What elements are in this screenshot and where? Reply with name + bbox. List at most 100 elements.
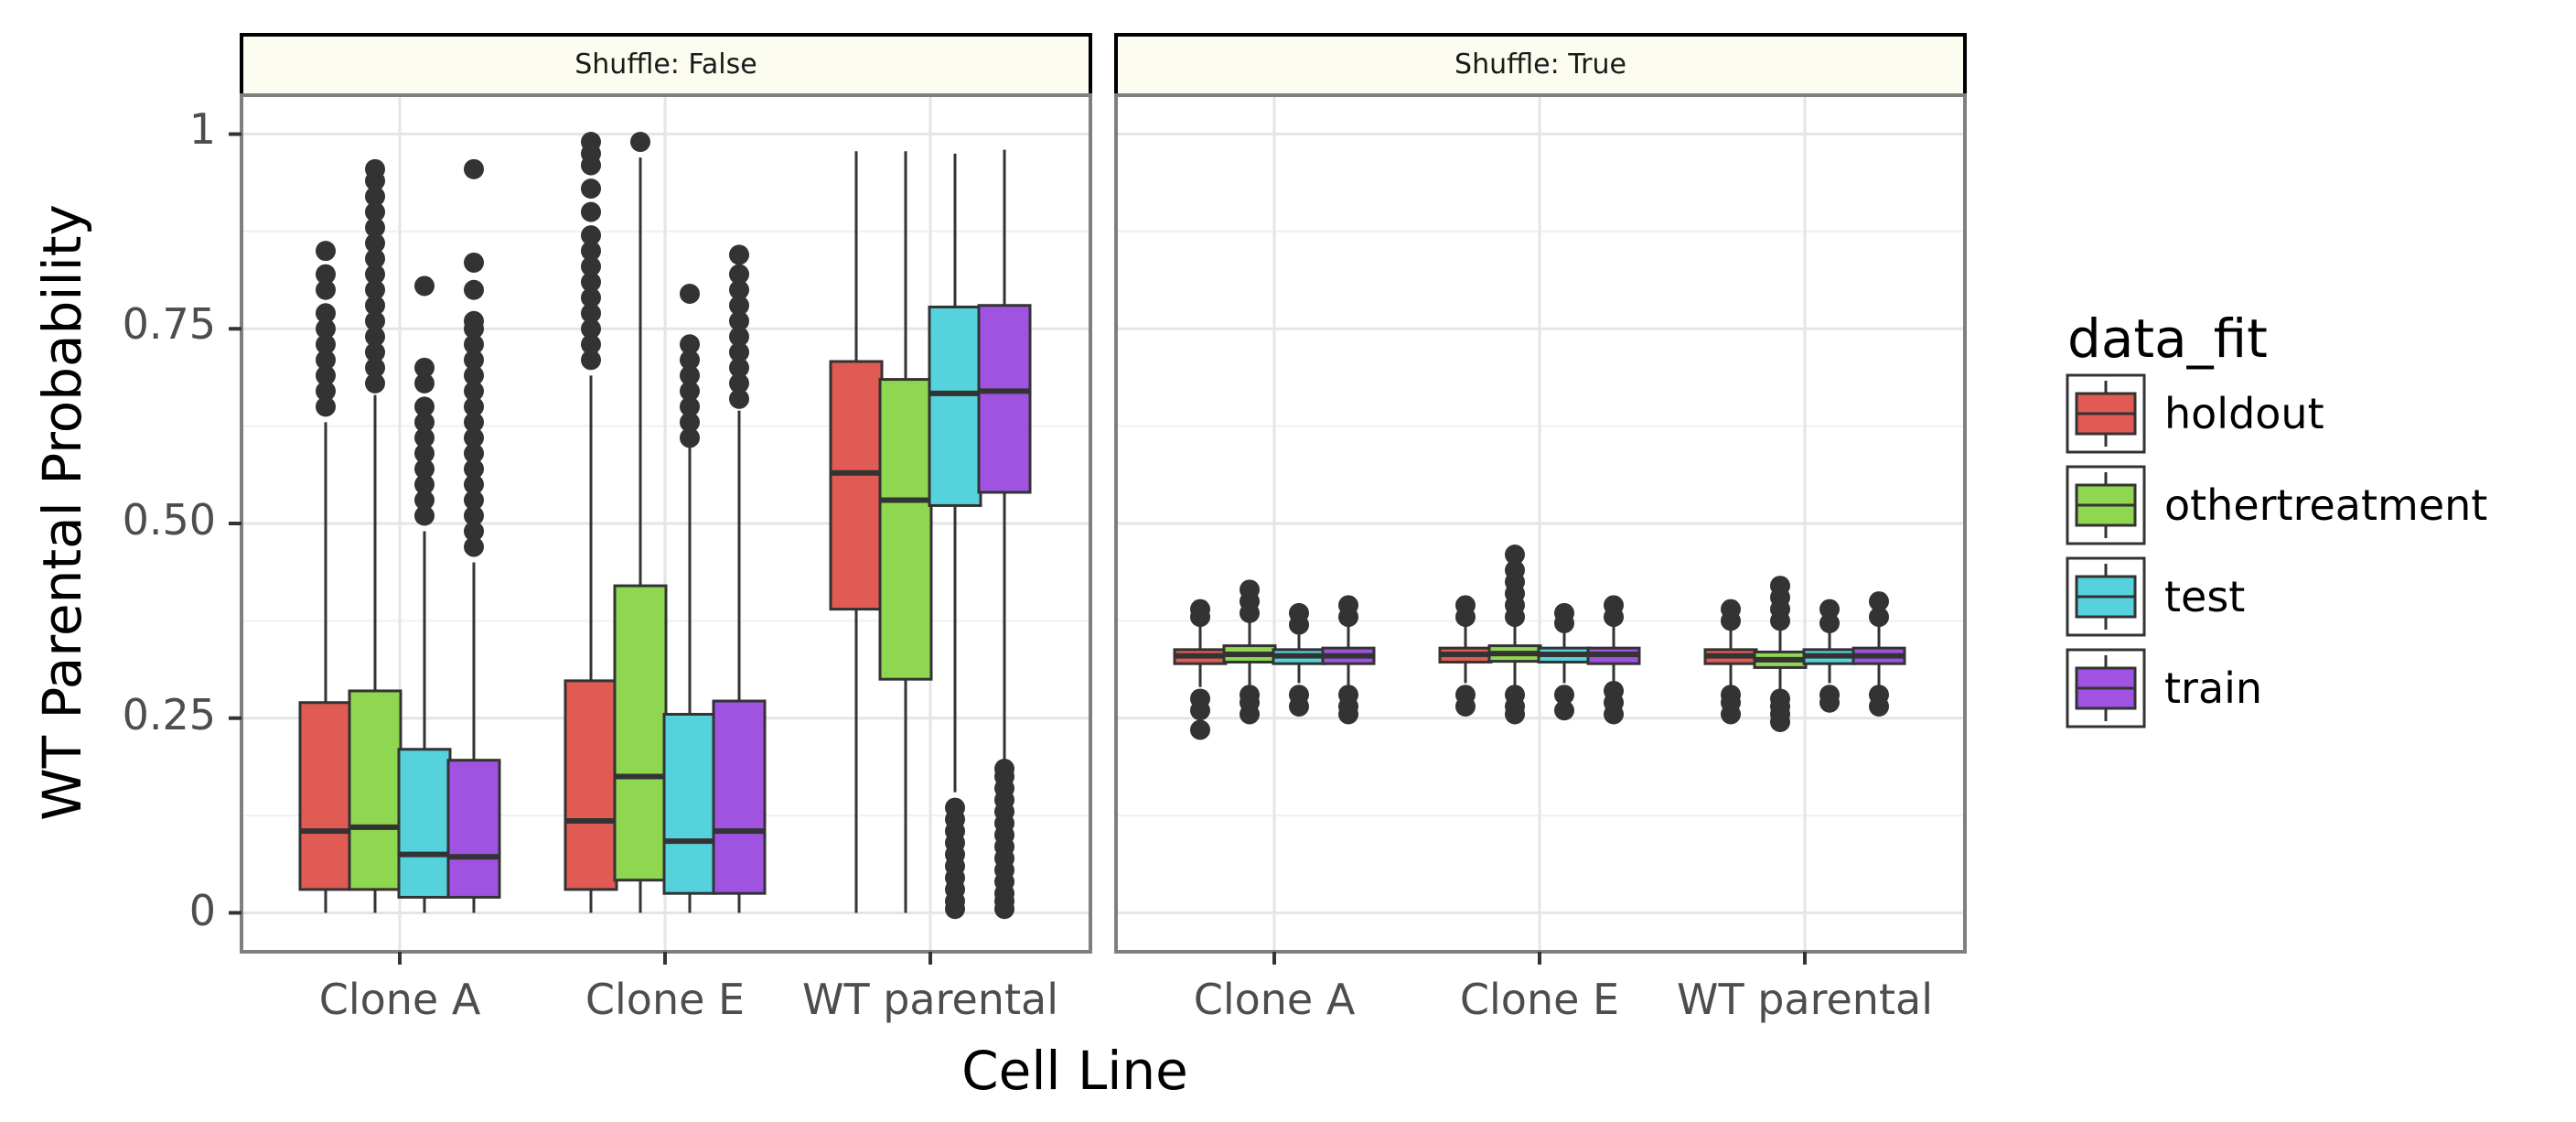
legend-item-test: test bbox=[2066, 556, 2245, 637]
outlier-point bbox=[414, 443, 435, 464]
outlier-point bbox=[464, 310, 484, 331]
outlier-point bbox=[316, 350, 336, 371]
y-tick-label: 0.75 bbox=[123, 299, 216, 349]
box-othertreatment bbox=[613, 132, 668, 913]
outlier-point bbox=[414, 427, 435, 448]
outlier-point bbox=[316, 381, 336, 402]
box-test bbox=[397, 275, 452, 913]
y-tick-label: 0 bbox=[189, 886, 216, 935]
box-holdout bbox=[829, 151, 884, 913]
box-holdout bbox=[564, 132, 618, 913]
outlier-point bbox=[1240, 579, 1260, 600]
outlier-point bbox=[464, 490, 484, 511]
outlier-point bbox=[1869, 685, 1889, 706]
outlier-point bbox=[365, 201, 385, 222]
outlier-point bbox=[464, 381, 484, 402]
legend-label: holdout bbox=[2164, 389, 2324, 438]
outlier-point bbox=[729, 357, 749, 378]
outlier-point bbox=[316, 303, 336, 324]
box-train bbox=[1852, 591, 1906, 717]
outlier-point bbox=[680, 283, 700, 304]
outlier-point bbox=[1869, 591, 1889, 612]
box-body bbox=[397, 748, 452, 899]
x-axis-title: Cell Line bbox=[961, 1040, 1188, 1102]
outlier-point bbox=[729, 372, 749, 394]
outlier-point bbox=[994, 759, 1014, 780]
outlier-point bbox=[1505, 685, 1525, 706]
box-body bbox=[613, 584, 668, 882]
x-tick-label: Clone E bbox=[585, 975, 745, 1024]
outlier-point bbox=[1190, 719, 1210, 740]
outlier-point bbox=[464, 334, 484, 355]
outlier-point bbox=[1455, 595, 1476, 616]
outlier-point bbox=[464, 521, 484, 542]
outlier-point bbox=[1721, 685, 1741, 706]
outlier-point bbox=[581, 350, 601, 371]
outlier-point bbox=[581, 132, 601, 153]
outlier-point bbox=[464, 505, 484, 526]
outlier-point bbox=[414, 505, 435, 526]
y-tick-label: 0.25 bbox=[123, 690, 216, 739]
outlier-point bbox=[581, 256, 601, 277]
outlier-point bbox=[1869, 607, 1889, 628]
outlier-point bbox=[1604, 680, 1624, 701]
outlier-point bbox=[414, 275, 435, 297]
outlier-point bbox=[365, 158, 385, 179]
outlier-point bbox=[1289, 602, 1309, 623]
outlier-point bbox=[365, 264, 385, 285]
x-tick-label: Clone E bbox=[1460, 975, 1619, 1024]
outlier-point bbox=[1240, 685, 1260, 706]
y-tick-label: 0.50 bbox=[123, 495, 216, 545]
outlier-point bbox=[365, 217, 385, 238]
outlier-point bbox=[365, 232, 385, 254]
legend-label: test bbox=[2164, 572, 2245, 621]
outlier-point bbox=[316, 241, 336, 262]
box-body bbox=[878, 378, 933, 681]
outlier-point bbox=[464, 350, 484, 371]
outlier-point bbox=[581, 272, 601, 293]
outlier-point bbox=[680, 412, 700, 433]
box-body bbox=[712, 699, 767, 895]
outlier-point bbox=[581, 318, 601, 340]
outlier-point bbox=[581, 334, 601, 355]
outlier-point bbox=[1289, 685, 1309, 706]
outlier-point bbox=[1770, 688, 1790, 709]
legend-label: train bbox=[2164, 663, 2262, 713]
box-train bbox=[712, 244, 767, 913]
outlier-point bbox=[414, 357, 435, 378]
outlier-point bbox=[1505, 545, 1525, 566]
outlier-point bbox=[316, 279, 336, 300]
outlier-point bbox=[1338, 595, 1358, 616]
outlier-point bbox=[729, 310, 749, 331]
outlier-point bbox=[729, 341, 749, 362]
box-body bbox=[928, 305, 982, 507]
legend-title: data_fit bbox=[2067, 307, 2268, 370]
outlier-point bbox=[581, 241, 601, 262]
outlier-point bbox=[680, 427, 700, 448]
outlier-point bbox=[1190, 688, 1210, 709]
outlier-point bbox=[464, 474, 484, 495]
outlier-point bbox=[1338, 685, 1358, 706]
box-test bbox=[928, 153, 982, 920]
outlier-point bbox=[316, 318, 336, 340]
outlier-point bbox=[414, 372, 435, 394]
outlier-point bbox=[581, 201, 601, 222]
y-tick-label: 1 bbox=[189, 104, 216, 154]
outlier-point bbox=[464, 279, 484, 300]
facet-strip-shuffle-false: Shuffle: False bbox=[240, 33, 1092, 97]
outlier-point bbox=[729, 244, 749, 265]
outlier-point bbox=[1819, 612, 1840, 633]
outlier-point bbox=[1770, 576, 1790, 597]
outlier-point bbox=[630, 132, 650, 153]
outlier-point bbox=[414, 412, 435, 433]
y-axis-title: WT Parental Probability bbox=[31, 204, 93, 821]
outlier-point bbox=[464, 252, 484, 273]
outlier-point bbox=[680, 350, 700, 371]
outlier-point bbox=[365, 186, 385, 207]
outlier-point bbox=[729, 295, 749, 316]
outlier-point bbox=[729, 326, 749, 347]
outlier-point bbox=[365, 310, 385, 331]
box-body bbox=[564, 679, 618, 891]
outlier-point bbox=[414, 396, 435, 417]
